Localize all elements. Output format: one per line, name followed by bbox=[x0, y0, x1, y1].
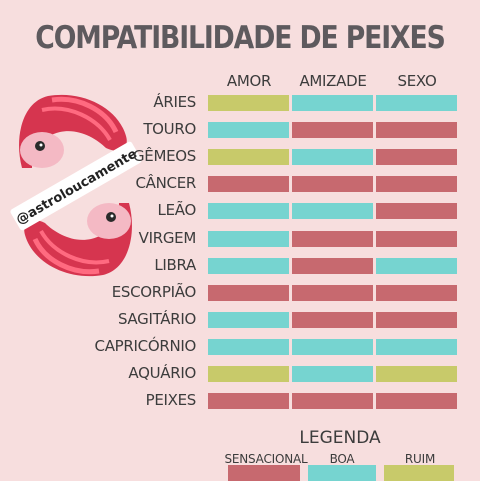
rating-cell bbox=[292, 339, 373, 355]
rating-cell bbox=[376, 312, 457, 328]
row-label: LIBRA bbox=[154, 256, 196, 274]
page-title: COMPATIBILIDADE DE PEIXES bbox=[34, 20, 447, 56]
rating-cell bbox=[292, 258, 373, 274]
row-label: LEÃO bbox=[158, 201, 196, 219]
rating-cell bbox=[208, 339, 289, 355]
rating-cell bbox=[292, 312, 373, 328]
rating-cell bbox=[376, 149, 457, 165]
rating-cell bbox=[292, 176, 373, 192]
row-label: CAPRICÓRNIO bbox=[95, 337, 196, 355]
legend-label: BOA bbox=[297, 452, 387, 466]
rating-cell bbox=[292, 231, 373, 247]
rating-cell bbox=[376, 393, 457, 409]
rating-cell bbox=[376, 95, 457, 111]
pisces-fish-logo: @astroloucamente bbox=[8, 88, 143, 283]
rating-cell bbox=[376, 122, 457, 138]
rating-cell bbox=[208, 231, 289, 247]
rating-cell bbox=[208, 203, 289, 219]
rating-cell bbox=[208, 285, 289, 301]
row-label: PEIXES bbox=[146, 391, 196, 409]
rating-cell bbox=[208, 95, 289, 111]
legend-swatch bbox=[308, 465, 376, 481]
rating-cell bbox=[376, 231, 457, 247]
column-header: SEXO bbox=[372, 72, 462, 90]
rating-cell bbox=[208, 176, 289, 192]
rating-cell bbox=[208, 393, 289, 409]
rating-cell bbox=[376, 258, 457, 274]
rating-cell bbox=[292, 285, 373, 301]
row-label: VIRGEM bbox=[139, 229, 196, 247]
rating-cell bbox=[292, 95, 373, 111]
rating-cell bbox=[292, 122, 373, 138]
rating-cell bbox=[292, 393, 373, 409]
rating-cell bbox=[292, 203, 373, 219]
row-label: GÊMEOS bbox=[133, 147, 196, 165]
legend-title: LEGENDA bbox=[280, 428, 400, 448]
rating-cell bbox=[208, 312, 289, 328]
rating-cell bbox=[292, 366, 373, 382]
row-label: CÂNCER bbox=[135, 174, 196, 192]
legend-swatch bbox=[228, 465, 300, 481]
rating-cell bbox=[376, 285, 457, 301]
rating-cell bbox=[376, 203, 457, 219]
rating-cell bbox=[292, 149, 373, 165]
row-label: SAGITÁRIO bbox=[118, 310, 196, 328]
legend-swatch bbox=[384, 465, 454, 481]
rating-cell bbox=[208, 366, 289, 382]
column-header: AMOR bbox=[204, 72, 294, 90]
rating-cell bbox=[208, 149, 289, 165]
rating-cell bbox=[376, 339, 457, 355]
row-label: ÁRIES bbox=[153, 93, 196, 111]
legend-label: RUIM bbox=[375, 452, 465, 466]
rating-cell bbox=[208, 122, 289, 138]
rating-cell bbox=[376, 366, 457, 382]
column-header: AMIZADE bbox=[288, 72, 378, 90]
rating-cell bbox=[376, 176, 457, 192]
row-label: AQUÁRIO bbox=[128, 364, 196, 382]
rating-cell bbox=[208, 258, 289, 274]
row-label: TOURO bbox=[143, 120, 196, 138]
row-label: ESCORPIÃO bbox=[112, 283, 196, 301]
